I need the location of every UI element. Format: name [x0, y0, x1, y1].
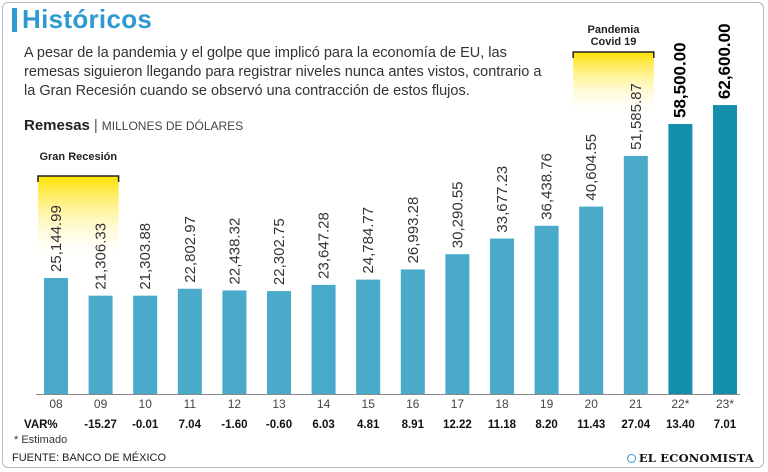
annotation-gran-recesion: Gran Recesión	[39, 151, 117, 163]
bar-14	[311, 284, 336, 394]
annotation-pandemia-line1: Pandemia	[588, 24, 641, 36]
bar-value-label: 58,500.00	[670, 42, 689, 118]
variation-value: -1.60	[221, 419, 247, 431]
x-tick-label: 23*	[716, 397, 734, 411]
highlight-pandemia	[573, 52, 654, 118]
bar-value-label: 36,438.76	[539, 153, 556, 220]
x-tick-label: 13	[272, 397, 286, 411]
variation-value: 11.18	[488, 419, 517, 431]
bar-23	[713, 105, 737, 395]
series-unit: MILLONES DE DÓLARES	[101, 119, 244, 133]
x-tick-label: 21	[629, 397, 643, 411]
x-tick-label: 11	[184, 397, 197, 411]
annotation-pandemia-line2: Covid 19	[591, 36, 637, 48]
x-tick-label: 08	[49, 397, 63, 411]
variation-value: -0.60	[266, 419, 292, 431]
bar-value-label: 24,784.77	[360, 207, 377, 274]
bar-19	[534, 225, 559, 394]
variation-value: 6.03	[312, 419, 334, 431]
bar-value-label: 51,585.87	[628, 83, 645, 150]
bar-value-label: 26,993.28	[405, 197, 422, 264]
bar-22	[668, 124, 693, 394]
bracket-gran-recesion	[37, 175, 120, 182]
variation-label: VAR%	[24, 419, 58, 431]
x-tick-label: 17	[451, 397, 465, 411]
x-tick-label: 22*	[671, 397, 689, 411]
bar-value-label: 62,600.00	[715, 23, 734, 99]
bar-21	[623, 155, 648, 394]
bar-value-label: 25,144.99	[48, 205, 65, 272]
bar-20	[579, 206, 604, 394]
series-title: Remesas | MILLONES DE DÓLARES	[24, 117, 243, 134]
bar-15	[356, 279, 381, 394]
x-tick-label: 15	[362, 397, 376, 411]
bar-11	[177, 288, 202, 394]
chart-frame	[2, 2, 764, 468]
bar-value-label: 22,438.32	[226, 218, 243, 285]
bracket-pandemia	[572, 51, 655, 58]
x-tick-label: 14	[317, 397, 331, 411]
bar-value-label: 33,677.23	[494, 166, 511, 233]
bar-08	[44, 277, 68, 394]
brand-logo: EL ECONOMISTA	[626, 451, 754, 465]
bar-13	[267, 291, 291, 394]
bar-16	[400, 269, 425, 394]
x-tick-label: 16	[406, 397, 420, 411]
bar-12	[222, 290, 247, 394]
series-separator: |	[93, 117, 98, 134]
brand-name: EL ECONOMISTA	[638, 451, 754, 465]
page-title: Históricos	[22, 4, 153, 34]
bar-09	[88, 295, 113, 394]
bar-10	[133, 295, 158, 394]
bar-value-label: 30,290.55	[449, 181, 466, 248]
bar-18	[490, 238, 514, 394]
source-note: FUENTE: BANCO DE MÉXICO	[12, 452, 167, 464]
brand-icon	[626, 454, 636, 463]
variation-value: -0.01	[132, 419, 159, 431]
series-name: Remesas	[24, 117, 90, 134]
footnote: * Estimado	[14, 434, 68, 446]
x-tick-label: 09	[94, 397, 108, 411]
x-tick-label: 18	[495, 397, 509, 411]
x-tick-label: 10	[139, 397, 153, 411]
bar-value-label: 23,647.28	[316, 212, 333, 279]
bar-value-label: 22,302.75	[271, 218, 288, 285]
variation-value: 4.81	[357, 419, 380, 431]
x-tick-label: 19	[540, 397, 554, 411]
bar-17	[445, 254, 470, 394]
title-accent-bar	[12, 8, 17, 32]
bar-value-label: 21,306.33	[93, 223, 110, 290]
highlight-gran-recesion	[38, 176, 119, 264]
variation-value: 8.20	[535, 419, 557, 431]
bar-value-label: 21,303.88	[137, 223, 154, 290]
intro-text: A pesar de la pandemia y el golpe que im…	[24, 45, 542, 99]
variation-value: 27.04	[621, 419, 650, 431]
bar-value-label: 22,802.97	[182, 216, 199, 283]
variation-value: 7.01	[714, 419, 737, 431]
bar-value-label: 40,604.55	[583, 134, 600, 201]
variation-value: 8.91	[402, 419, 425, 431]
x-tick-label: 12	[228, 397, 242, 411]
variation-value: 11.43	[577, 419, 605, 431]
x-tick-label: 20	[585, 397, 599, 411]
variation-value: 13.40	[666, 419, 695, 431]
variation-value: -15.27	[84, 419, 117, 431]
variation-value: 12.22	[443, 419, 472, 431]
variation-value: 7.04	[179, 419, 202, 431]
